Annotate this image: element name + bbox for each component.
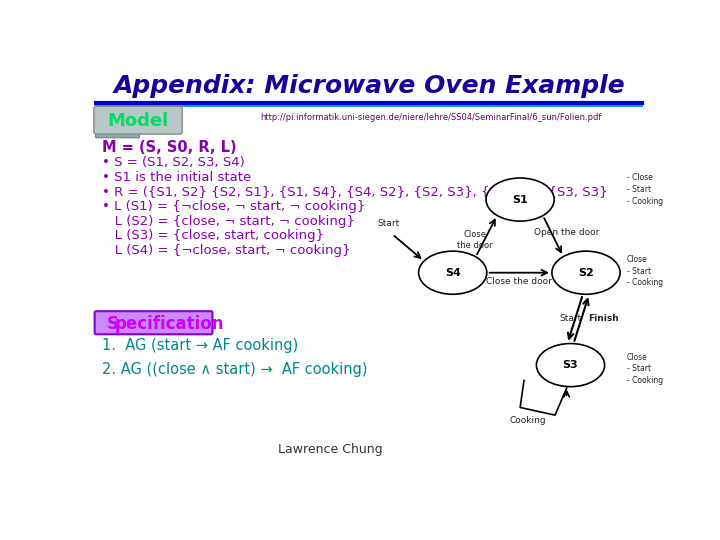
Text: L (S2) = {close, ¬ start, ¬ cooking}: L (S2) = {close, ¬ start, ¬ cooking} — [102, 214, 354, 228]
Text: Model: Model — [107, 112, 168, 130]
FancyBboxPatch shape — [94, 311, 212, 334]
Text: - Close
- Start
- Cooking: - Close - Start - Cooking — [627, 173, 663, 206]
Text: S3: S3 — [563, 360, 578, 370]
Ellipse shape — [418, 251, 487, 294]
Text: pecification: pecification — [114, 314, 225, 333]
Text: S4: S4 — [445, 268, 461, 278]
Text: • S1 is the initial state: • S1 is the initial state — [102, 171, 251, 184]
Ellipse shape — [486, 178, 554, 221]
Text: Close
- Start
- Cooking: Close - Start - Cooking — [627, 353, 663, 385]
Text: Lawrence Chung: Lawrence Chung — [278, 443, 382, 456]
Text: Cooking: Cooking — [510, 416, 546, 425]
Ellipse shape — [536, 343, 605, 387]
Text: Close
the door: Close the door — [457, 230, 492, 249]
Text: S: S — [107, 314, 119, 333]
Ellipse shape — [552, 251, 620, 294]
FancyBboxPatch shape — [96, 129, 140, 138]
Text: • S = (S1, S2, S3, S4): • S = (S1, S2, S3, S4) — [102, 156, 244, 169]
Text: L (S4) = {¬close, start, ¬ cooking}: L (S4) = {¬close, start, ¬ cooking} — [102, 244, 350, 257]
Text: L (S3) = {close, start, cooking}: L (S3) = {close, start, cooking} — [102, 230, 324, 242]
Text: Close
- Start
- Cooking: Close - Start - Cooking — [627, 255, 663, 287]
Text: Finish: Finish — [588, 314, 618, 323]
Text: Close the door: Close the door — [487, 278, 552, 286]
Text: http://pi.informatik.uni-siegen.de/niere/lehre/SS04/SeminarFinal/6_sun/Folien.pd: http://pi.informatik.uni-siegen.de/niere… — [261, 113, 602, 123]
Text: 1.  AG (start → AF cooking): 1. AG (start → AF cooking) — [102, 338, 298, 353]
Text: • L (S1) = {¬close, ¬ start, ¬ cooking}: • L (S1) = {¬close, ¬ start, ¬ cooking} — [102, 200, 365, 213]
Text: Open the door: Open the door — [534, 228, 600, 237]
Text: 2. AG ((close ∧ start) →  AF cooking): 2. AG ((close ∧ start) → AF cooking) — [102, 362, 367, 377]
Text: S1: S1 — [512, 194, 528, 205]
Text: S2: S2 — [578, 268, 594, 278]
Text: Start: Start — [559, 314, 582, 323]
FancyBboxPatch shape — [94, 106, 182, 134]
Text: • R = ({S1, S2} {S2, S1}, {S1, S4}, {S4, S2}, {S2, S3}, {S3, S2}, {S3, S3}: • R = ({S1, S2} {S2, S1}, {S1, S4}, {S4,… — [102, 185, 607, 198]
Text: M = (S, S0, R, L): M = (S, S0, R, L) — [102, 140, 236, 156]
Text: Start: Start — [377, 219, 400, 228]
Text: Appendix: Microwave Oven Example: Appendix: Microwave Oven Example — [113, 75, 625, 98]
